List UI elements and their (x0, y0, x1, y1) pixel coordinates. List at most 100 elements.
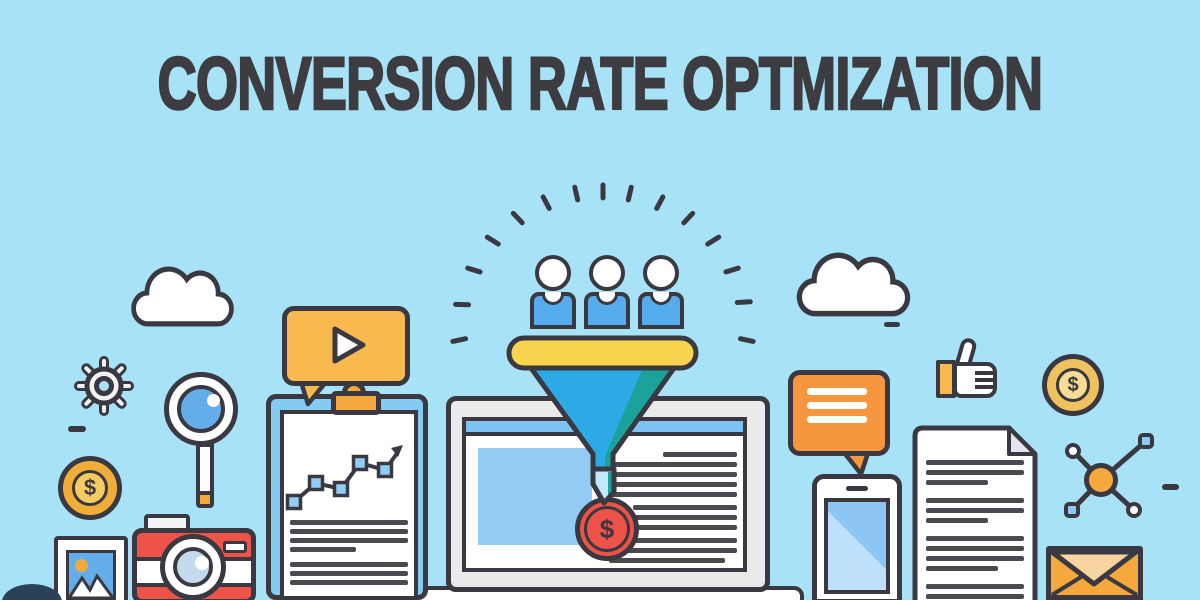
cloud-left-icon (131, 266, 234, 327)
clipboard-paper (280, 410, 418, 600)
text-line (609, 558, 725, 563)
finger-line (975, 378, 993, 382)
thumbs-up-icon (932, 336, 1002, 400)
ray-dash (453, 301, 472, 308)
share-node (1065, 443, 1081, 459)
ray-dash (600, 182, 606, 201)
accent-dash (884, 322, 900, 327)
person-collar (542, 292, 564, 305)
text-line (926, 508, 1024, 513)
audience-person (530, 255, 576, 329)
person-body (638, 292, 684, 329)
coin-dollar-sign: $ (83, 475, 97, 500)
ray-dash (539, 193, 553, 212)
document-icon (906, 424, 1040, 600)
funnel-icon (506, 335, 699, 506)
text-line (609, 515, 737, 520)
text-line (609, 548, 737, 553)
video-bubble-icon (282, 306, 410, 386)
accent-dash (1162, 484, 1179, 490)
text-line (926, 556, 1024, 561)
ray-dash (625, 184, 635, 203)
share-network-icon (1054, 428, 1166, 528)
photo-icon (54, 536, 128, 600)
plant-icon (2, 584, 62, 600)
smartphone-icon (812, 474, 902, 600)
magnifier-lens-ring (164, 372, 238, 446)
finger-line (975, 385, 993, 389)
ray-dash (704, 233, 723, 248)
text-line (290, 520, 408, 525)
envelope-icon (1046, 546, 1143, 600)
gear-icon (74, 356, 134, 416)
hero-image-placeholder (478, 448, 592, 545)
finger-line (975, 371, 993, 375)
coin-left-icon: $ (58, 456, 122, 520)
text-line (290, 547, 356, 552)
photo-image (66, 550, 116, 600)
lens-highlight (195, 556, 209, 570)
text-line (926, 480, 988, 485)
text-line (926, 470, 1024, 475)
growth-chart-icon (285, 445, 403, 511)
text-line (926, 594, 1024, 599)
text-line (290, 562, 408, 567)
badge-ring (584, 506, 630, 552)
cloud-right-icon (796, 252, 911, 317)
coin-right-icon: $ (1042, 354, 1104, 416)
text-line (926, 498, 1024, 503)
person-collar (596, 292, 618, 305)
camera-lens (173, 547, 213, 587)
banner-title: CONVERSION RATE OPTMIZATION (157, 42, 1044, 125)
text-line (609, 482, 737, 487)
ray-dash (449, 335, 469, 345)
accent-dash (68, 426, 86, 432)
ray-dash (483, 233, 502, 248)
share-spokes (1070, 439, 1148, 512)
text-line (290, 571, 408, 576)
camera-icon (132, 514, 256, 600)
text-line (926, 518, 988, 523)
badge-dollar-sign: $ (599, 513, 615, 544)
audience-person (638, 255, 684, 329)
magnifier-tip (196, 491, 214, 508)
coin-dollar-sign: $ (1067, 373, 1079, 396)
magnifier-handle (196, 443, 214, 495)
share-node (1138, 433, 1154, 449)
cuff (936, 360, 956, 398)
share-hub (1084, 463, 1118, 497)
text-line (663, 452, 737, 457)
ray-dash (509, 209, 526, 227)
coin-inner (72, 470, 108, 506)
photo-mountains (66, 573, 116, 600)
phone-speaker (846, 486, 868, 491)
hand (953, 362, 997, 398)
text-line (926, 566, 998, 571)
text-line (926, 536, 1024, 541)
text-line (926, 546, 1024, 551)
share-node (1126, 502, 1142, 518)
chat-bubble-icon (788, 370, 890, 456)
phone-screen (824, 498, 890, 594)
person-head (535, 255, 571, 291)
person-head (643, 255, 679, 291)
ray-dash (653, 193, 667, 212)
ray-dash (464, 265, 484, 276)
coin-inner (1056, 368, 1090, 402)
text-line (633, 505, 737, 510)
camera-body (132, 528, 256, 600)
ray-dash (737, 335, 757, 345)
ray-dash (722, 265, 742, 276)
text-line (290, 580, 408, 585)
photo-sun (75, 559, 88, 572)
play-icon (332, 326, 366, 364)
ray-dash (680, 209, 697, 227)
person-collar (650, 292, 672, 305)
text-line (926, 584, 1024, 589)
person-head (589, 255, 625, 291)
bubble-line (807, 388, 867, 395)
camera-lens-ring (160, 534, 226, 600)
ray-dash (571, 184, 581, 203)
text-line (609, 462, 737, 467)
